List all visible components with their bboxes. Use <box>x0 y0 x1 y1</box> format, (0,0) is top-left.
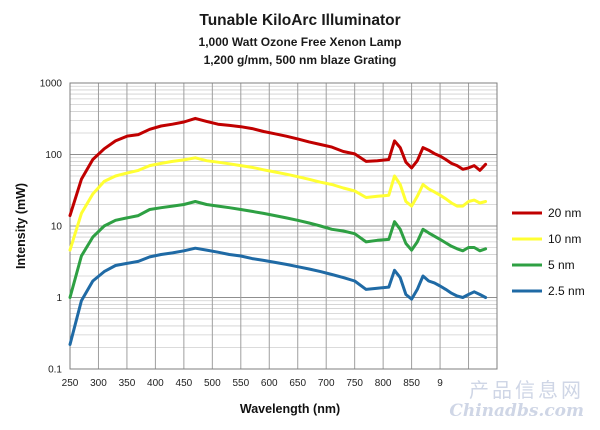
x-tick-label: 500 <box>204 378 221 389</box>
watermark-line-1: 产品信息网 <box>469 378 584 403</box>
legend: 20 nm 10 nm 5 nm 2.5 nm <box>512 206 585 298</box>
x-tick-label: 750 <box>346 378 363 389</box>
watermark-line-2: Chinadbs.com <box>449 401 584 422</box>
x-tick-label: 650 <box>289 378 306 389</box>
legend-label: 10 nm <box>548 232 581 246</box>
x-tick-label: 250 <box>62 378 79 389</box>
y-tick-label: 1000 <box>40 79 63 90</box>
y-tick-label: 1 <box>56 293 62 304</box>
x-tick-label: 850 <box>403 378 420 389</box>
chart-title: Tunable KiloArc Illuminator <box>199 12 400 29</box>
x-tick-label: 9 <box>437 378 443 389</box>
x-tick-label: 300 <box>90 378 107 389</box>
chart-subtitle-1: 1,000 Watt Ozone Free Xenon Lamp <box>199 35 402 49</box>
series-line-2-5-nm <box>68 246 488 346</box>
x-axis-tick-labels: 250 300 350 400 450 500 550 600 650 700 750 800 850 9 <box>62 378 444 389</box>
legend-label: 2.5 nm <box>548 284 585 298</box>
x-tick-label: 550 <box>232 378 249 389</box>
series-line-20-nm <box>68 116 488 218</box>
series-line-5-nm <box>68 200 488 299</box>
plot-gridlines <box>69 82 498 370</box>
plot-area <box>69 82 498 370</box>
x-tick-label: 450 <box>176 378 193 389</box>
y-tick-label: 10 <box>51 222 63 233</box>
chart-subtitle-2: 1,200 g/mm, 500 nm blaze Grating <box>204 53 397 67</box>
x-tick-label: 350 <box>119 378 136 389</box>
x-tick-label: 700 <box>318 378 335 389</box>
series-lines <box>68 116 488 346</box>
watermark: 产品信息网 Chinadbs.com <box>449 379 584 422</box>
x-tick-label: 800 <box>375 378 392 389</box>
y-tick-label: 0.1 <box>48 365 62 376</box>
series-line-10-nm <box>68 156 488 252</box>
legend-label: 5 nm <box>548 258 575 272</box>
legend-label: 20 nm <box>548 206 581 220</box>
x-tick-label: 600 <box>261 378 278 389</box>
y-axis-tick-labels: 0.1 1 10 100 1000 <box>40 79 63 376</box>
x-axis-label: Wavelength (nm) <box>240 402 340 416</box>
y-axis-label: Intensity (mW) <box>14 183 28 269</box>
y-tick-label: 100 <box>45 150 62 161</box>
x-tick-label: 400 <box>147 378 164 389</box>
